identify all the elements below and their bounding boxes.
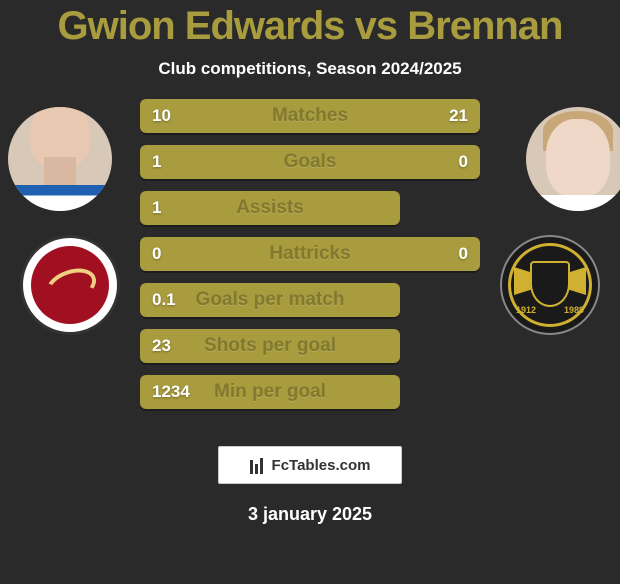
stat-left-value: 10	[152, 106, 171, 126]
stat-row: 0Hattricks0	[140, 237, 480, 271]
stat-label: Assists	[140, 197, 400, 219]
club-right-badge: 1912 1989	[500, 235, 600, 335]
stat-right-value: 21	[449, 106, 468, 126]
footer-attribution[interactable]: FcTables.com	[218, 446, 402, 484]
stat-right-value: 0	[459, 152, 468, 172]
player-right-avatar	[526, 107, 620, 211]
stat-left-value: 1234	[152, 382, 190, 402]
stat-left-value: 23	[152, 336, 171, 356]
stat-label: Matches	[140, 105, 480, 127]
fctables-logo-icon	[250, 456, 268, 474]
stat-row: 1Goals0	[140, 145, 480, 179]
stat-label: Goals per match	[140, 289, 400, 311]
stat-label: Shots per goal	[140, 335, 400, 357]
stat-row: 10Matches21	[140, 99, 480, 133]
stat-label: Hattricks	[140, 243, 480, 265]
stat-label: Goals	[140, 151, 480, 173]
club-left-badge	[20, 235, 120, 335]
stat-rows: 10Matches211Goals01Assists0Hattricks00.1…	[140, 99, 480, 421]
stat-row: 1Assists	[140, 191, 400, 225]
subtitle: Club competitions, Season 2024/2025	[0, 59, 620, 79]
stat-left-value: 1	[152, 198, 161, 218]
page-title: Gwion Edwards vs Brennan	[0, 4, 620, 49]
comparison-card: Gwion Edwards vs Brennan Club competitio…	[0, 4, 620, 584]
date-text: 3 january 2025	[0, 504, 620, 525]
stat-left-value: 0.1	[152, 290, 176, 310]
stat-row: 1234Min per goal	[140, 375, 400, 409]
club-right-year-founded: 1912	[516, 305, 536, 315]
stat-right-value: 0	[459, 244, 468, 264]
stat-left-value: 0	[152, 244, 161, 264]
club-right-year-refounded: 1989	[564, 305, 584, 315]
footer-site-name: FcTables.com	[272, 457, 371, 474]
stat-row: 0.1Goals per match	[140, 283, 400, 317]
player-left-avatar	[8, 107, 112, 211]
stat-left-value: 1	[152, 152, 161, 172]
stat-row: 23Shots per goal	[140, 329, 400, 363]
